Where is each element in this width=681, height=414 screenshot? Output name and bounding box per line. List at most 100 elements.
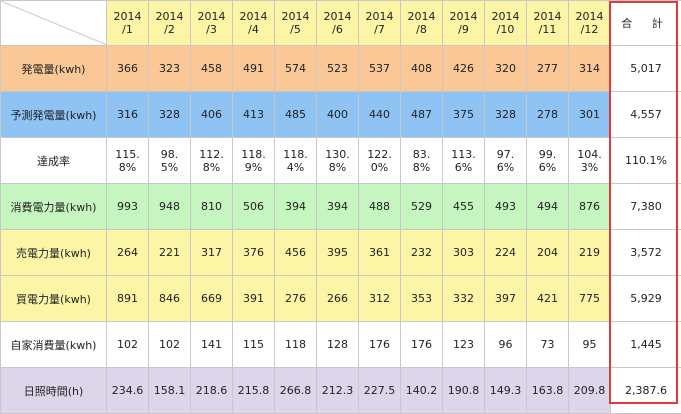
cell-value: 485 xyxy=(275,108,316,121)
table-cell: 413 xyxy=(233,92,275,138)
table-cell: 266 xyxy=(317,276,359,322)
table-cell: 98.5% xyxy=(149,138,191,184)
cell-value: 891 xyxy=(107,292,148,305)
diagonal-line-icon xyxy=(1,1,107,45)
table-cell: 314 xyxy=(569,46,611,92)
corner-cell xyxy=(1,1,107,46)
cell-value: 83. xyxy=(401,148,442,161)
table-cell: 73 xyxy=(527,322,569,368)
table-cell: 493 xyxy=(485,184,527,230)
row-total-cell: 110.1% xyxy=(611,138,681,184)
cell-value: 366 xyxy=(107,62,148,75)
cell-value: 353 xyxy=(401,292,442,305)
month-header-cell: 2014/7 xyxy=(359,1,401,46)
month-header-text: /12 xyxy=(569,23,610,36)
cell-value: 375 xyxy=(443,108,484,121)
cell-value: 4% xyxy=(275,161,316,174)
cell-value: 115. xyxy=(107,148,148,161)
cell-value: 6% xyxy=(443,161,484,174)
row-label: 自家消費量(kwh) xyxy=(1,322,107,368)
table-cell: 406 xyxy=(191,92,233,138)
cell-value: 190.8 xyxy=(443,384,484,397)
table-cell: 141 xyxy=(191,322,233,368)
cell-value: 993 xyxy=(107,200,148,213)
row-total-cell: 1,445 xyxy=(611,322,681,368)
cell-value: 669 xyxy=(191,292,232,305)
cell-value: 397 xyxy=(485,292,526,305)
cell-value: 301 xyxy=(569,108,610,121)
cell-value: 391 xyxy=(233,292,274,305)
cell-value: 204 xyxy=(527,246,568,259)
month-header-cell: 2014/11 xyxy=(527,1,569,46)
cell-value: 948 xyxy=(149,200,190,213)
month-header-text: /8 xyxy=(401,23,442,36)
table-cell: 276 xyxy=(275,276,317,322)
cell-value: 5% xyxy=(149,161,190,174)
cell-value: 277 xyxy=(527,62,568,75)
row-label: 予測発電量(kwh) xyxy=(1,92,107,138)
cell-value: 523 xyxy=(317,62,358,75)
table-cell: 458 xyxy=(191,46,233,92)
table-cell: 176 xyxy=(359,322,401,368)
table-cell: 574 xyxy=(275,46,317,92)
table-cell: 96 xyxy=(485,322,527,368)
cell-value: 312 xyxy=(359,292,400,305)
cell-value: 3% xyxy=(569,161,610,174)
cell-value: 537 xyxy=(359,62,400,75)
cell-value: 421 xyxy=(527,292,568,305)
cell-value: 303 xyxy=(443,246,484,259)
table-cell: 537 xyxy=(359,46,401,92)
row-total-cell: 5,929 xyxy=(611,276,681,322)
cell-value: 408 xyxy=(401,62,442,75)
table-cell: 488 xyxy=(359,184,401,230)
cell-value: 130. xyxy=(317,148,358,161)
table-cell: 303 xyxy=(443,230,485,276)
cell-value: 328 xyxy=(149,108,190,121)
cell-value: 98. xyxy=(149,148,190,161)
table-cell: 118 xyxy=(275,322,317,368)
cell-value: 163.8 xyxy=(527,384,568,397)
month-header-cell: 2014/9 xyxy=(443,1,485,46)
cell-value: 846 xyxy=(149,292,190,305)
table-cell: 394 xyxy=(317,184,359,230)
cell-value: 118 xyxy=(275,338,316,351)
month-header-text: 2014 xyxy=(275,10,316,23)
row-total-cell: 4,557 xyxy=(611,92,681,138)
month-header-cell: 2014/6 xyxy=(317,1,359,46)
cell-value: 96 xyxy=(485,338,526,351)
cell-value: 317 xyxy=(191,246,232,259)
cell-value: 8% xyxy=(107,161,148,174)
cell-value: 506 xyxy=(233,200,274,213)
month-header-text: /11 xyxy=(527,23,568,36)
table-cell: 491 xyxy=(233,46,275,92)
table-cell: 118.4% xyxy=(275,138,317,184)
table-cell: 395 xyxy=(317,230,359,276)
table-cell: 115 xyxy=(233,322,275,368)
table-cell: 487 xyxy=(401,92,443,138)
cell-value: 406 xyxy=(191,108,232,121)
cell-value: 73 xyxy=(527,338,568,351)
row-label: 発電量(kwh) xyxy=(1,46,107,92)
table-cell: 128 xyxy=(317,322,359,368)
table-cell: 97.6% xyxy=(485,138,527,184)
table-cell: 361 xyxy=(359,230,401,276)
cell-value: 426 xyxy=(443,62,484,75)
cell-value: 394 xyxy=(275,200,316,213)
cell-value: 6% xyxy=(485,161,526,174)
month-header-text: 2014 xyxy=(107,10,148,23)
month-header-text: 2014 xyxy=(443,10,484,23)
month-header-text: /9 xyxy=(443,23,484,36)
table-cell: 948 xyxy=(149,184,191,230)
cell-value: 332 xyxy=(443,292,484,305)
month-header-cell: 2014/8 xyxy=(401,1,443,46)
table-cell: 99.6% xyxy=(527,138,569,184)
table-cell: 456 xyxy=(275,230,317,276)
month-header-text: 2014 xyxy=(485,10,526,23)
cell-value: 876 xyxy=(569,200,610,213)
month-header-cell: 2014/5 xyxy=(275,1,317,46)
cell-value: 529 xyxy=(401,200,442,213)
